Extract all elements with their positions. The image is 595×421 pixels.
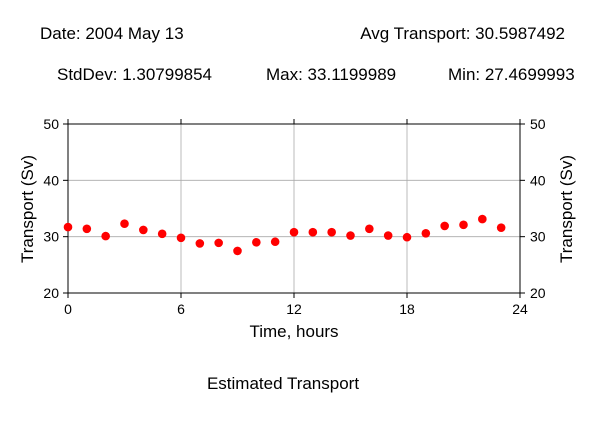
data-point <box>459 220 468 230</box>
avg-transport-label: Avg Transport: 30.5987492 <box>360 24 565 43</box>
data-point <box>402 232 412 242</box>
y-tick-label: 20 <box>43 285 59 301</box>
min-label: Min: 27.4699993 <box>448 65 575 84</box>
data-point <box>63 222 73 232</box>
data-point <box>327 227 336 237</box>
data-point <box>233 246 242 256</box>
data-point <box>308 227 318 237</box>
y-tick-label: 40 <box>43 172 59 188</box>
data-point <box>421 228 431 238</box>
data-point <box>440 221 449 231</box>
x-tick-label: 12 <box>286 301 302 317</box>
data-point <box>195 239 205 248</box>
y-tick-label: 30 <box>43 229 59 245</box>
data-point <box>383 231 393 240</box>
data-point <box>139 225 148 235</box>
data-point <box>157 229 167 239</box>
chart-caption: Estimated Transport <box>206 374 360 393</box>
x-tick-label: 18 <box>399 301 415 317</box>
y-tick-label-right: 30 <box>530 229 546 245</box>
y-tick-label: 50 <box>43 116 59 132</box>
data-point <box>270 237 280 247</box>
date-label: Date: 2004 May 13 <box>40 24 184 43</box>
y-tick-label-right: 20 <box>530 285 546 301</box>
x-tick-label: 0 <box>64 301 72 317</box>
data-point <box>176 233 186 243</box>
grid-lines <box>68 124 520 293</box>
max-label: Max: 33.1199989 <box>266 65 397 84</box>
data-point <box>289 227 299 237</box>
y-axis-label-right: Transport (Sv) <box>557 155 576 263</box>
stddev-label: StdDev: 1.30799854 <box>57 65 213 84</box>
data-point <box>252 238 261 247</box>
x-axis-label: Time, hours <box>249 322 338 341</box>
data-point <box>214 238 223 248</box>
data-point <box>82 224 92 234</box>
data-point <box>346 231 355 240</box>
data-points <box>63 214 506 256</box>
y-axis-label-left: Transport (Sv) <box>18 155 37 263</box>
y-tick-label-right: 40 <box>530 172 546 188</box>
data-point <box>101 231 110 241</box>
data-point <box>478 214 487 224</box>
x-tick-label: 24 <box>512 301 528 317</box>
data-point <box>365 224 374 234</box>
data-point <box>496 223 506 232</box>
x-tick-label: 6 <box>177 301 185 317</box>
data-point <box>120 219 129 229</box>
y-tick-label-right: 50 <box>530 116 546 132</box>
